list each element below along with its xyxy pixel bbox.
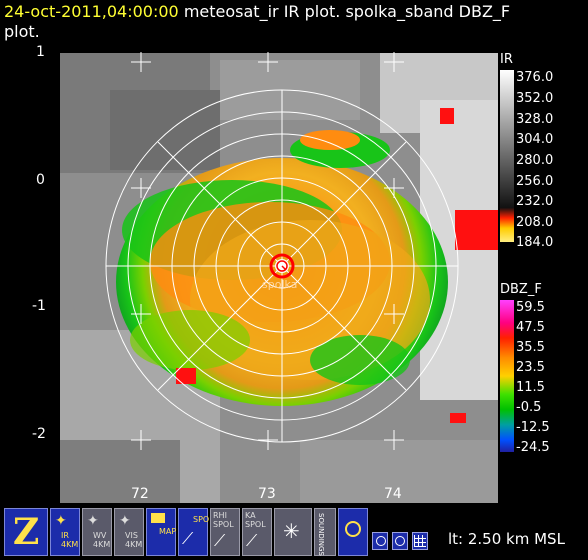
zoom-out-button[interactable] [372, 532, 388, 550]
vis-satellite-icon: ✦ [119, 513, 131, 529]
dbz-colorbar-title: DBZ_F [500, 282, 542, 297]
radar-satellite-plot [60, 52, 514, 503]
radar-site-label: spolka [262, 278, 298, 291]
radar-site-marker [269, 253, 295, 279]
plot-title: 24-oct-2011,04:00:00 meteosat_ir IR plot… [4, 2, 584, 42]
altitude-readout: lt: 2.50 km MSL [448, 530, 565, 548]
ir-colorbar [500, 70, 514, 242]
spol-button[interactable]: ⟋ SPOL [178, 508, 214, 556]
target-icon [345, 521, 361, 537]
ir-4km-button[interactable]: ✦ IR 4KM [50, 508, 80, 556]
zoom-button[interactable]: Z [4, 508, 48, 556]
ir-colorbar-value: 328.0 [516, 112, 554, 127]
dbz-colorbar-value: -0.5 [516, 400, 542, 415]
map-icon [151, 513, 165, 523]
title-continuation: plot. [4, 22, 40, 41]
target-button[interactable] [338, 508, 368, 556]
dbz-colorbar-value: 47.5 [516, 320, 545, 335]
dbz-colorbar-value: 59.5 [516, 300, 545, 315]
sounding-button[interactable]: ✳ [274, 508, 312, 556]
ir-colorbar-value: 184.0 [516, 235, 554, 250]
y-tick-label: -1 [32, 298, 46, 314]
spol-icon: ⟋ [182, 529, 194, 548]
ir-colorbar-value: 256.0 [516, 174, 554, 189]
wv-satellite-icon: ✦ [87, 513, 99, 529]
ir-colorbar-title: IR [500, 52, 513, 67]
ir-colorbar-value: 208.0 [516, 215, 554, 230]
x-tick-label: 72 [131, 486, 149, 502]
soundings-text-button[interactable]: SOUNDINGS [314, 508, 336, 556]
target-small-icon [395, 536, 405, 546]
dbz-colorbar-value: 23.5 [516, 360, 545, 375]
title-description: meteosat_ir IR plot. spolka_sband DBZ_F [183, 2, 511, 21]
ka-spol-icon: ⟋ [246, 531, 258, 550]
ir-colorbar-value: 232.0 [516, 194, 554, 209]
x-tick-label: 74 [384, 486, 402, 502]
ir-colorbar-value: 280.0 [516, 153, 554, 168]
x-tick-label: 73 [258, 486, 276, 502]
timestamp: 24-oct-2011,04:00:00 [4, 2, 179, 21]
map-button[interactable]: MAP [146, 508, 176, 556]
ir-colorbar-value: 376.0 [516, 70, 554, 85]
circle-dot-icon [376, 536, 386, 546]
grid-button[interactable] [412, 532, 428, 550]
dbz-colorbar-value: 11.5 [516, 380, 545, 395]
sounding-text-icon: SOUNDINGS [317, 513, 325, 556]
center-button[interactable] [392, 532, 408, 550]
ka-spol-button[interactable]: ⟋ KA SPOL [242, 508, 272, 556]
vis-4km-button[interactable]: ✦ VIS 4KM [114, 508, 144, 556]
grid-crosses [131, 52, 404, 450]
wv-4km-button[interactable]: ✦ WV 4KM [82, 508, 112, 556]
y-tick-label: 1 [36, 44, 45, 60]
zoom-z-icon: Z [13, 511, 40, 553]
dbz-colorbar-value: -24.5 [516, 440, 550, 455]
sounding-icon: ✳ [283, 519, 300, 543]
dbz-colorbar-value: -12.5 [516, 420, 550, 435]
grid-icon [414, 535, 426, 547]
ir-colorbar-value: 304.0 [516, 132, 554, 147]
y-tick-label: -2 [32, 426, 46, 442]
ir-satellite-icon: ✦ [55, 513, 67, 529]
y-tick-label: 0 [36, 172, 45, 188]
dbz-colorbar-value: 35.5 [516, 340, 545, 355]
toolbar: Z ✦ IR 4KM ✦ WV 4KM ✦ VIS 4KM MAP ⟋ SPOL… [4, 508, 588, 560]
ir-colorbar-value: 352.0 [516, 91, 554, 106]
rhi-spol-button[interactable]: ⟋ RHI SPOL [210, 508, 240, 556]
dbz-colorbar [500, 300, 514, 452]
rhi-spol-icon: ⟋ [214, 531, 226, 550]
